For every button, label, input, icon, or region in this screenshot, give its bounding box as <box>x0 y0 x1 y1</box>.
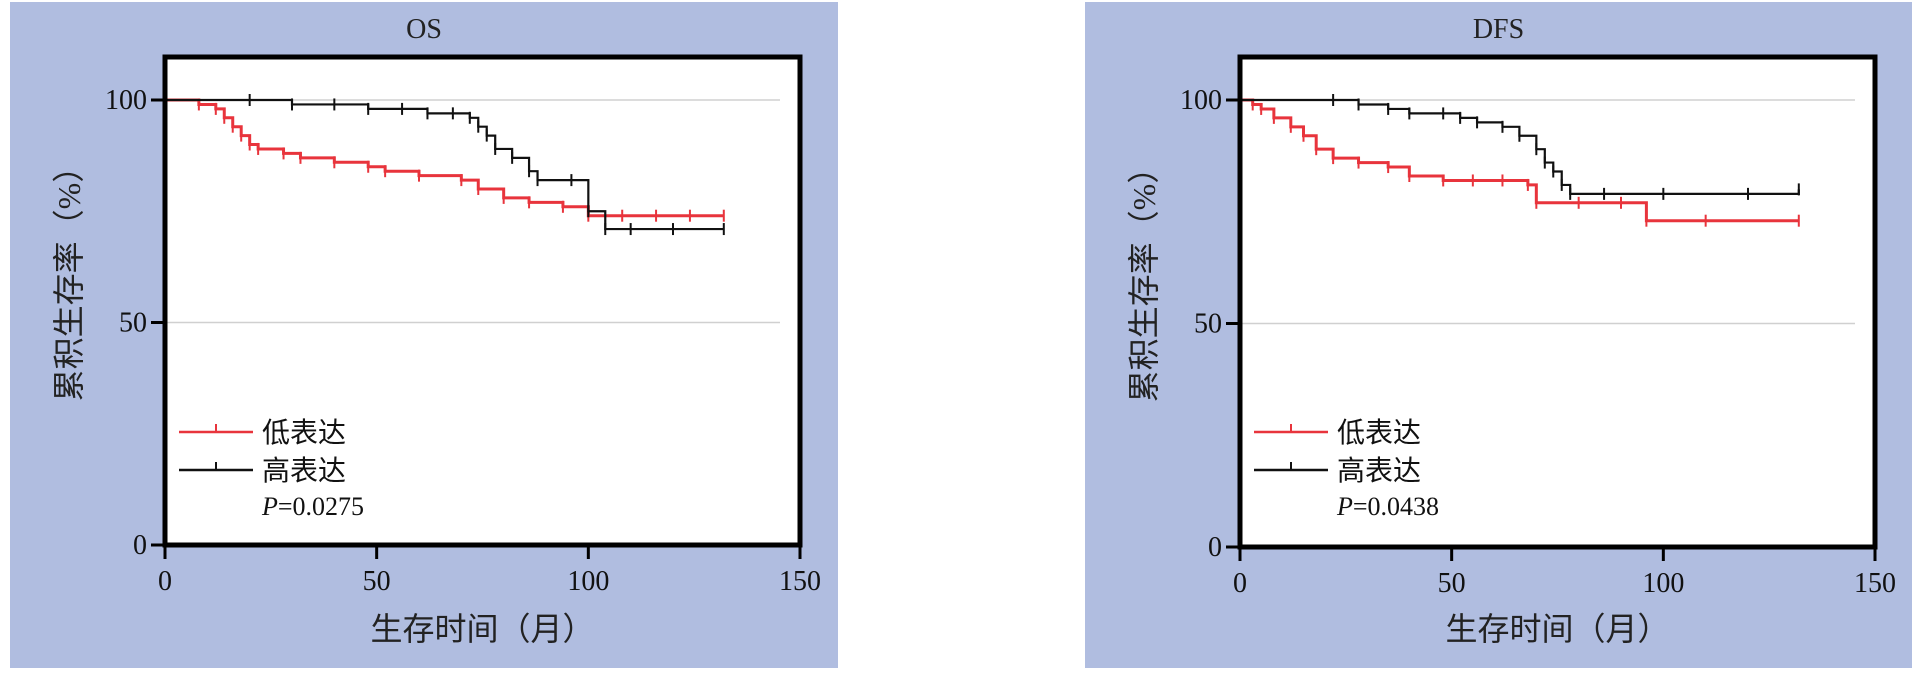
dfs-p-number: =0.0438 <box>1353 492 1439 521</box>
os-p-value: P=0.0275 <box>261 492 364 521</box>
dfs-plot-area <box>1240 57 1875 547</box>
dfs-legend-label-low: 低表达 <box>1337 417 1421 449</box>
os-p-symbol: P <box>261 492 278 521</box>
os-ytick-label: 50 <box>119 308 147 339</box>
os-xtick-label: 0 <box>158 566 172 597</box>
dfs-xlabel: 生存时间（月） <box>1445 611 1669 647</box>
dfs-plot-border <box>1237 54 1878 550</box>
os-ytick-label: 0 <box>133 530 147 561</box>
dfs-xtick-label: 0 <box>1233 568 1247 599</box>
dfs-chart-title: DFS <box>1473 14 1524 45</box>
dfs-ytick-label: 0 <box>1208 532 1222 563</box>
dfs-ylabel: 累积生存率（%） <box>1126 152 1162 403</box>
os-legend-label-high: 高表达 <box>262 455 346 487</box>
dfs-legend-label-high: 高表达 <box>1337 455 1421 487</box>
dfs-xtick-label: 100 <box>1642 568 1684 599</box>
os-plot-area <box>165 57 800 545</box>
dfs-xtick-label: 150 <box>1854 568 1896 599</box>
os-chart-title: OS <box>406 14 442 45</box>
os-ylabel: 累积生存率（%） <box>51 151 87 402</box>
os-plot-border <box>162 54 803 548</box>
os-xlabel: 生存时间（月） <box>370 611 594 647</box>
os-ytick-label: 100 <box>105 85 147 116</box>
dfs-p-value: P=0.0438 <box>1336 492 1439 521</box>
os-p-number: =0.0275 <box>278 492 364 521</box>
dfs-ytick-label: 50 <box>1194 309 1222 340</box>
dfs-p-symbol: P <box>1336 492 1353 521</box>
os-xtick-label: 100 <box>567 566 609 597</box>
os-xtick-label: 150 <box>779 566 821 597</box>
os-legend-label-low: 低表达 <box>262 417 346 449</box>
os-xtick-label: 50 <box>363 566 391 597</box>
dfs-ytick-label: 100 <box>1180 85 1222 116</box>
dfs-xtick-label: 50 <box>1438 568 1466 599</box>
